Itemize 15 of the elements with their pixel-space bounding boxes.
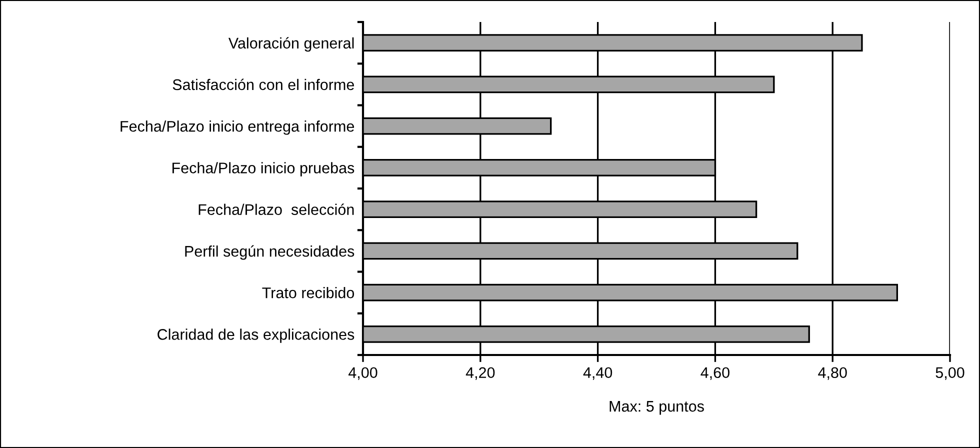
x-tick-label: 4,00 <box>348 367 378 380</box>
y-tick-label: Perfil según necesidades <box>185 245 354 260</box>
x-tick-label: 4,80 <box>818 367 847 380</box>
y-tick-label: Claridad de las explicaciones <box>158 328 354 343</box>
y-tick-label: Fecha/Plazo inicio pruebas <box>172 162 354 176</box>
y-tick-label: Fecha/Plazo selección <box>198 204 354 215</box>
x-tick-label: 4,40 <box>583 367 612 380</box>
y-tick-label: Satisfacción con el informe <box>172 78 354 90</box>
y-tick-label: Valoración general <box>228 37 354 52</box>
y-tick-label: Fecha/Plazo inicio entrega informe <box>120 120 354 135</box>
x-tick-label: 4,60 <box>700 367 730 380</box>
y-tick-label: Trato recibido <box>262 287 354 298</box>
x-tick-label: 4,20 <box>466 367 495 380</box>
x-axis-title: Max: 5 puntos <box>610 401 704 415</box>
x-tick-label: 5,00 <box>936 367 964 380</box>
